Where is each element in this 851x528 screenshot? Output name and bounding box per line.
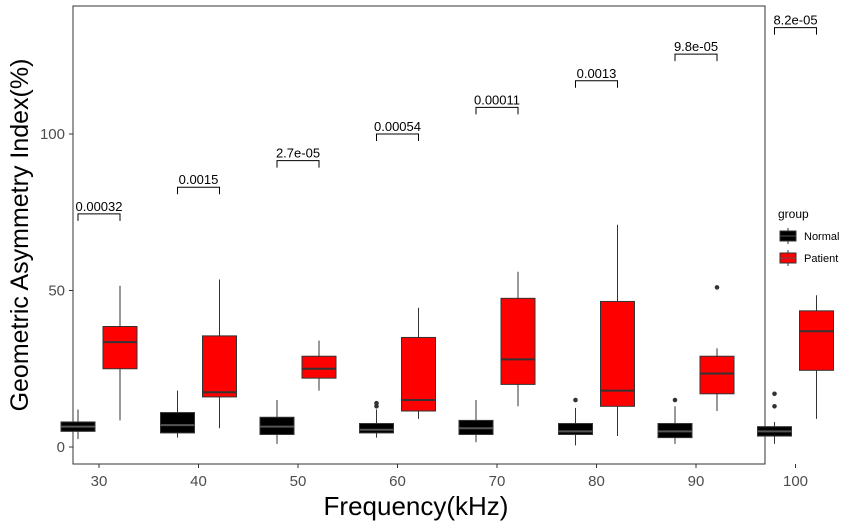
box-body (301, 355, 337, 379)
significance-bracket-30: 0.00032 (76, 199, 123, 221)
bracket-line (276, 160, 320, 168)
p-value-label: 8.2e-05 (773, 13, 817, 28)
x-tick-label: 50 (290, 473, 307, 490)
x-tick-label: 30 (91, 473, 108, 490)
box-body (202, 335, 237, 398)
legend-item-patient: Patient (779, 250, 838, 266)
box-body (699, 355, 735, 395)
legend-keys: Normal Patient (779, 228, 839, 266)
x-tick-label: 70 (489, 473, 506, 490)
box-patient-70 (500, 271, 536, 407)
box-body (401, 336, 436, 412)
box-normal-90 (657, 397, 693, 444)
box-normal-100 (757, 391, 792, 444)
outlier-point (573, 397, 578, 403)
p-value-label: 0.0015 (179, 172, 219, 187)
y-tick-label: 100 (40, 126, 65, 143)
box-patient-100 (799, 295, 834, 419)
y-axis-title: Geometric Asymmetry Index(%) (6, 59, 34, 412)
outlier-point (714, 285, 720, 290)
significance-bracket-60: 0.00054 (374, 119, 421, 141)
legend-item-normal: Normal (779, 228, 839, 244)
p-value-label: 9.8e-05 (674, 39, 718, 54)
significance-bracket-70: 0.00011 (474, 92, 520, 115)
x-tick-label: 100 (783, 473, 808, 490)
box-body (799, 310, 834, 371)
p-value-label: 0.00011 (474, 92, 520, 107)
bracket-line (575, 80, 618, 88)
bracket-line (376, 133, 419, 141)
x-axis-title: Frequency(kHz) (324, 491, 509, 521)
y-tick-label: 50 (48, 283, 65, 300)
box-normal-70 (458, 400, 494, 443)
annotations-layer: 0.00032 0.0015 2.7e-05 0.00054 0.00011 0.0013… (76, 13, 818, 221)
significance-bracket-40: 0.0015 (177, 172, 220, 195)
bracket-line (674, 53, 718, 62)
significance-bracket-80: 0.0013 (575, 66, 618, 88)
x-tick-label: 40 (190, 473, 207, 490)
legend: group Normal Patient (778, 207, 839, 266)
legend-title: group (778, 207, 809, 221)
box-patient-80 (600, 224, 635, 437)
significance-bracket-100: 8.2e-05 (773, 13, 818, 35)
bracket-line (475, 106, 519, 115)
box-body (600, 300, 635, 407)
legend-label: Patient (804, 253, 838, 265)
box-body (558, 423, 593, 435)
bracket-line (177, 186, 220, 195)
box-body (359, 423, 394, 434)
box-normal-30 (60, 409, 96, 440)
p-value-label: 0.00032 (76, 199, 123, 214)
box-patient-90 (699, 285, 735, 412)
outlier-point (772, 404, 777, 409)
x-tick-label: 80 (588, 473, 605, 490)
box-patient-60 (401, 307, 436, 419)
box-body (500, 297, 536, 385)
y-tick-label: 0 (57, 439, 65, 456)
outlier-point (672, 397, 678, 403)
box-patient-50 (301, 340, 337, 391)
x-axis: 30 40 50 60 70 80 90 100 (91, 464, 808, 490)
box-normal-80 (558, 397, 593, 446)
outlier-point (374, 400, 379, 406)
box-normal-60 (359, 400, 394, 438)
bracket-line (77, 213, 121, 221)
legend-label: Normal (804, 231, 839, 243)
box-normal-40 (160, 390, 195, 438)
significance-bracket-90: 9.8e-05 (674, 39, 718, 62)
box-patient-40 (202, 279, 237, 429)
y-axis: 0 50 100 (40, 126, 73, 456)
box-patient-30 (102, 285, 138, 421)
box-body (102, 325, 138, 370)
boxes-layer (60, 224, 834, 446)
p-value-label: 0.0013 (577, 66, 617, 81)
significance-bracket-50: 2.7e-05 (276, 146, 320, 168)
outlier-point (772, 391, 777, 397)
box-normal-50 (259, 400, 295, 444)
bracket-line (774, 27, 817, 35)
p-value-label: 0.00054 (374, 119, 421, 134)
p-value-label: 2.7e-05 (276, 146, 320, 161)
x-tick-label: 60 (389, 473, 406, 490)
x-tick-label: 90 (688, 473, 705, 490)
box-body (160, 412, 195, 434)
